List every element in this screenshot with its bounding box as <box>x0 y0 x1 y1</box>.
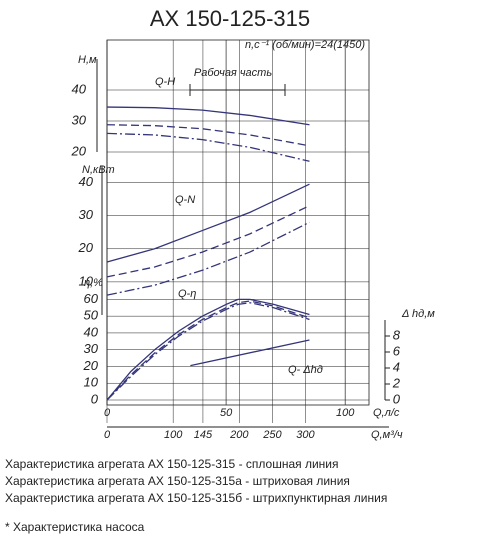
curve <box>106 221 310 296</box>
y-tick-label: 20 <box>78 240 94 255</box>
y-axis-label: N,кВт <box>82 164 115 176</box>
x2-tick-label: 300 <box>296 429 315 441</box>
y-tick-label: 40 <box>84 324 99 339</box>
x-axis-label: Q,л/с <box>373 407 400 419</box>
chart-title: АХ 150-125-315 <box>150 6 310 31</box>
plot-frame <box>106 39 370 406</box>
y-tick-label: 2 <box>392 375 401 390</box>
note: Характеристика агрегата АХ 150-125-315б … <box>5 491 387 505</box>
y-tick-label: 8 <box>393 327 401 342</box>
note: Характеристика агрегата АХ 150-125-315 -… <box>5 457 339 471</box>
subtitle: n,c⁻¹ (об/мин)=24(1450) <box>245 39 365 51</box>
x2-axis-label: Q,м³/ч <box>371 429 403 441</box>
footnote: * Характеристика насоса <box>5 520 145 534</box>
curve <box>106 300 310 401</box>
x-tick-label: 100 <box>336 407 355 419</box>
y-tick-label: 30 <box>84 341 99 356</box>
y-axis-label: Δ hд,м <box>401 308 435 320</box>
curve <box>106 302 310 401</box>
y-axis-label: η,% <box>84 277 103 289</box>
curve <box>106 183 310 263</box>
y-tick-label: 60 <box>84 291 99 306</box>
y-tick-label: 40 <box>72 81 87 96</box>
x2-tick-label: 250 <box>262 429 282 441</box>
curve <box>106 124 310 147</box>
y-tick-label: 20 <box>71 143 87 158</box>
note: Характеристика агрегата АХ 150-125-315а … <box>5 474 350 488</box>
y-tick-label: 0 <box>91 391 99 406</box>
x-tick-label: 50 <box>220 407 233 419</box>
y-tick-label: 10 <box>79 273 94 288</box>
x2-tick-label: 200 <box>229 429 249 441</box>
y-tick-label: 10 <box>84 375 99 390</box>
y-tick-label: 6 <box>393 343 401 358</box>
x2-tick-label: 0 <box>104 429 111 441</box>
y-tick-label: 40 <box>79 174 94 189</box>
curve <box>106 106 310 126</box>
x2-tick-label: 145 <box>194 429 213 441</box>
y-tick-label: 30 <box>72 112 87 127</box>
y-tick-label: 30 <box>79 207 94 222</box>
x2-tick-label: 100 <box>164 429 183 441</box>
y-tick-label: 20 <box>83 358 99 373</box>
curve <box>106 132 310 162</box>
annotation: Рабочая часть <box>194 67 272 79</box>
curve <box>106 205 310 278</box>
curve <box>106 298 310 401</box>
curve-label: Q-η <box>178 288 196 300</box>
x-tick-label: 0 <box>104 407 111 419</box>
curve <box>190 339 310 367</box>
curve-label: Q-H <box>155 76 175 88</box>
y-tick-label: 50 <box>84 308 99 323</box>
y-axis-label: H,м <box>78 54 97 66</box>
curve-label: Q-N <box>175 194 195 206</box>
y-tick-label: 4 <box>393 359 400 374</box>
y-tick-label: 0 <box>393 391 401 406</box>
curve-label: Q- Δhд <box>288 364 323 376</box>
